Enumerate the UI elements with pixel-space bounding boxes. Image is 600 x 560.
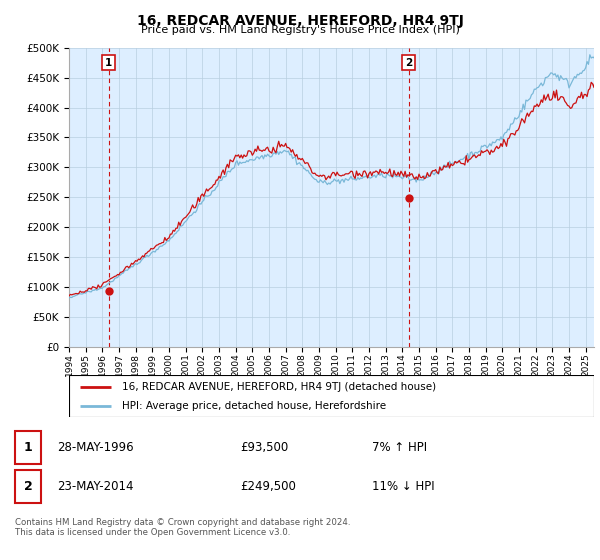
Text: 16, REDCAR AVENUE, HEREFORD, HR4 9TJ (detached house): 16, REDCAR AVENUE, HEREFORD, HR4 9TJ (de… [121, 381, 436, 391]
Text: 28-MAY-1996: 28-MAY-1996 [57, 441, 134, 454]
Text: 7% ↑ HPI: 7% ↑ HPI [372, 441, 427, 454]
Text: 23-MAY-2014: 23-MAY-2014 [57, 480, 133, 493]
Text: £93,500: £93,500 [240, 441, 288, 454]
Text: 16, REDCAR AVENUE, HEREFORD, HR4 9TJ: 16, REDCAR AVENUE, HEREFORD, HR4 9TJ [137, 14, 463, 28]
Text: 2: 2 [405, 58, 412, 68]
Text: 1: 1 [105, 58, 112, 68]
Text: Contains HM Land Registry data © Crown copyright and database right 2024.
This d: Contains HM Land Registry data © Crown c… [15, 518, 350, 538]
Bar [15, 470, 41, 503]
Text: 1: 1 [24, 441, 32, 454]
Text: 11% ↓ HPI: 11% ↓ HPI [372, 480, 434, 493]
Text: 2: 2 [24, 480, 32, 493]
Text: HPI: Average price, detached house, Herefordshire: HPI: Average price, detached house, Here… [121, 401, 386, 411]
Bar [15, 431, 41, 464]
Text: £249,500: £249,500 [240, 480, 296, 493]
Text: Price paid vs. HM Land Registry's House Price Index (HPI): Price paid vs. HM Land Registry's House … [140, 25, 460, 35]
